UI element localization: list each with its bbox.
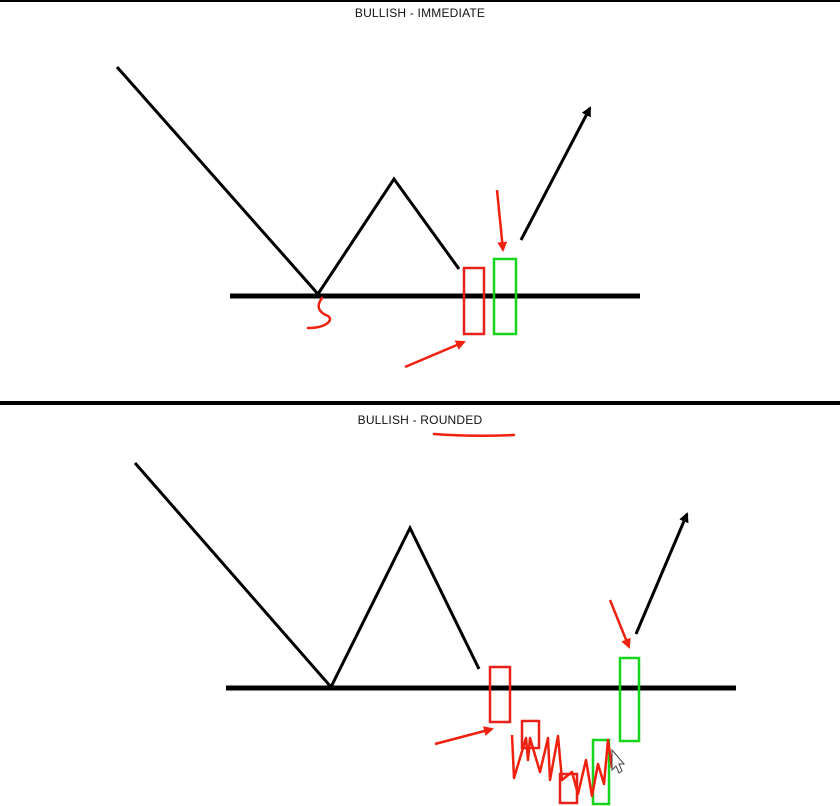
title-underline-annotation [432, 432, 516, 437]
bullish-candle [618, 656, 641, 743]
annotation-arrow-up [404, 340, 466, 369]
bullish-candle-small [591, 738, 611, 806]
annotation-arrow-down [608, 599, 631, 649]
price-path [115, 66, 461, 297]
bearish-candle [462, 266, 486, 336]
window-top-edge [0, 0, 840, 2]
panel-bullish-immediate: BULLISH - IMMEDIATE [0, 0, 840, 402]
mouse-cursor-icon [611, 748, 626, 774]
panel-divider [0, 401, 840, 405]
panel-title: BULLISH - IMMEDIATE [354, 6, 486, 20]
breakout-arrow [519, 106, 592, 241]
panel-bullish-rounded: BULLISH - ROUNDED [0, 406, 840, 806]
bearish-candle [488, 665, 512, 724]
annotation-arrow-down [495, 189, 508, 252]
diagram-bullish-immediate [115, 66, 640, 369]
bullish-candle [492, 257, 518, 336]
diagram-bullish-rounded [133, 432, 736, 806]
bearish-candle-small [520, 719, 541, 750]
rounded-bottom-scribble [510, 734, 614, 798]
breakout-arrow [634, 512, 689, 635]
price-path [133, 462, 481, 690]
annotation-arrow-up [434, 726, 494, 746]
panel-title: BULLISH - ROUNDED [357, 413, 483, 427]
handwritten-scribble [306, 296, 332, 330]
